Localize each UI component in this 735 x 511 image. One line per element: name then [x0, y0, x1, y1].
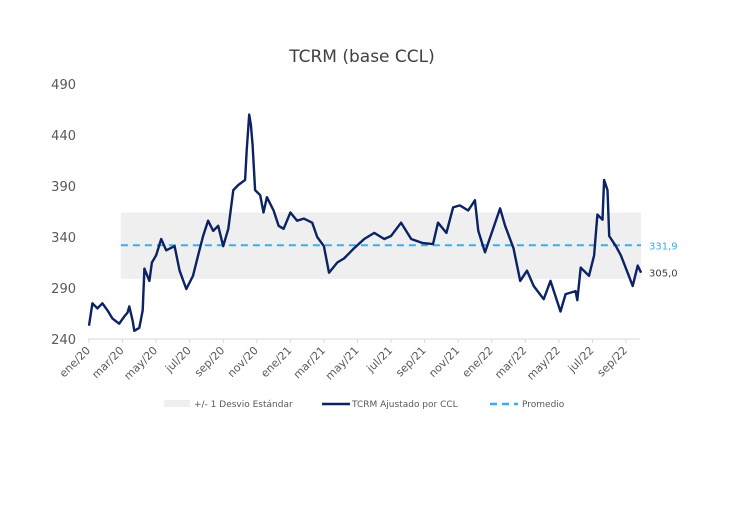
x-tick-label: may/20	[122, 344, 161, 383]
x-tick-label: sep/20	[192, 344, 227, 379]
x-tick-label: sep/22	[595, 344, 630, 379]
last-value-label: 305,0	[649, 269, 678, 280]
y-tick-label: 440	[51, 129, 76, 144]
y-tick-label: 340	[51, 231, 76, 246]
legend-band-swatch	[164, 400, 190, 407]
x-tick-label: nov/20	[225, 344, 261, 380]
x-tick-label: mar/20	[89, 344, 126, 381]
legend-band-label: +/- 1 Desvio Estándar	[194, 400, 293, 410]
x-tick-label: jul/21	[363, 344, 395, 376]
series-line-tcrm	[87, 113, 643, 332]
x-tick-label: ene/21	[258, 344, 294, 380]
legend-mean-label: Promedio	[522, 400, 565, 410]
x-tick-label: sep/21	[393, 344, 428, 379]
y-tick-label: 490	[51, 78, 76, 93]
mean-value-label: 331,9	[649, 241, 678, 252]
y-tick-label: 290	[51, 282, 76, 297]
x-tick-label: jul/20	[162, 344, 194, 376]
y-tick-label: 390	[51, 180, 76, 195]
x-tick-label: may/21	[323, 344, 362, 383]
y-tick-label: 240	[51, 333, 76, 348]
x-tick-label: jul/22	[565, 344, 597, 376]
x-tick-label: may/22	[524, 344, 563, 383]
x-tick-label: nov/21	[426, 344, 462, 380]
x-tick-label: mar/22	[492, 344, 529, 381]
x-tick-label: ene/22	[460, 344, 496, 380]
legend: +/- 1 Desvio Estándar TCRM Ajustado por …	[164, 400, 565, 410]
x-tick-label: ene/20	[57, 344, 93, 380]
x-tick-label: mar/21	[291, 344, 328, 381]
chart-title: TCRM (base CCL)	[288, 47, 435, 67]
legend-series-label: TCRM Ajustado por CCL	[351, 400, 458, 410]
